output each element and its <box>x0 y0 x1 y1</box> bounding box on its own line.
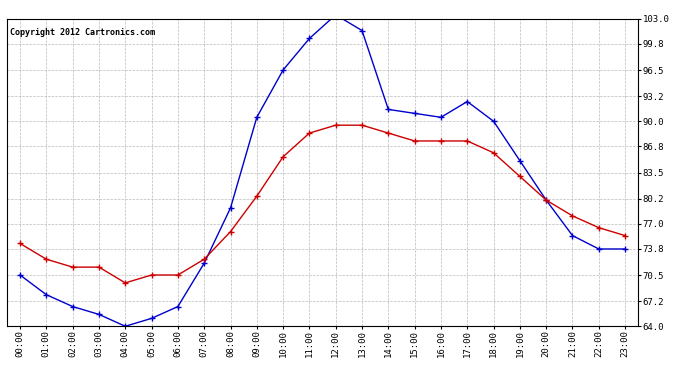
Text: Outdoor Temperature (Red) vs THSW Index (Blue) per Hour (24 Hours) 20120610: Outdoor Temperature (Red) vs THSW Index … <box>78 9 612 22</box>
Text: Copyright 2012 Cartronics.com: Copyright 2012 Cartronics.com <box>10 28 155 37</box>
